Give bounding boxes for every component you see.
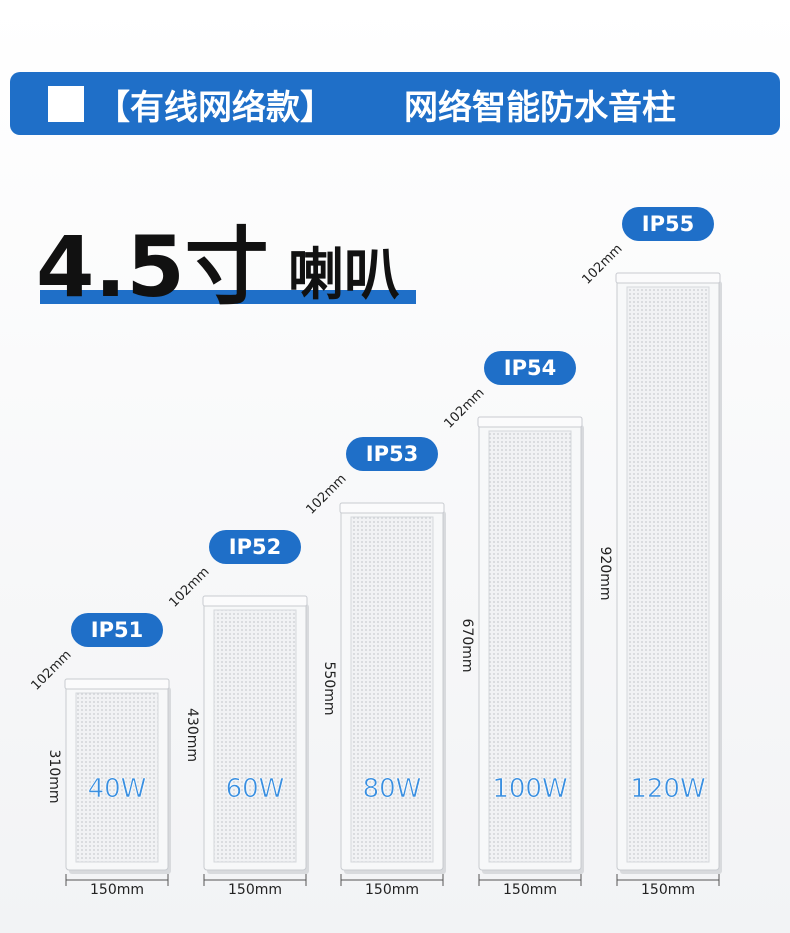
height-label: 920mm: [597, 547, 613, 601]
products: IP5140W310mm102mm150mmIP5260W430mm102mm1…: [28, 207, 722, 898]
power-label: 80W: [363, 774, 422, 804]
rating-badge: [209, 530, 301, 564]
power-label: 60W: [226, 774, 285, 804]
header-title: 【有线网络款】: [96, 88, 334, 128]
speaker-cap: [202, 595, 308, 607]
rating-label: IP54: [504, 356, 556, 380]
height-label: 430mm: [184, 708, 200, 762]
headline-word: 喇叭: [288, 243, 400, 308]
height-label: 550mm: [321, 662, 337, 716]
speaker-cap: [339, 502, 445, 514]
rating-badge: [622, 207, 714, 241]
speaker-cap: [477, 416, 583, 428]
speaker-grille: [213, 609, 297, 863]
speaker-cap: [615, 272, 721, 284]
speaker-grille: [75, 692, 159, 863]
headline-size: 4.5寸: [36, 218, 269, 316]
speaker-grille: [626, 286, 710, 863]
speaker-grille: [488, 430, 572, 863]
height-label: 310mm: [46, 750, 62, 804]
height-label: 670mm: [459, 619, 475, 673]
power-label: 100W: [492, 774, 567, 804]
width-label: 150mm: [641, 882, 695, 898]
headline-underline: [40, 290, 416, 304]
rating-label: IP51: [91, 618, 143, 642]
speaker-grille: [350, 516, 434, 863]
rating-badge: [346, 437, 438, 471]
rating-label: IP52: [229, 535, 281, 559]
header-subtitle: 网络智能防水音柱: [404, 88, 676, 128]
width-label: 150mm: [503, 882, 557, 898]
power-label: 120W: [630, 774, 705, 804]
width-label: 150mm: [228, 882, 282, 898]
rating-label: IP55: [642, 212, 694, 236]
width-label: 150mm: [365, 882, 419, 898]
header-bar: [10, 72, 780, 135]
rating-label: IP53: [366, 442, 418, 466]
speaker-cap: [64, 678, 170, 690]
rating-badge: [484, 351, 576, 385]
power-label: 40W: [88, 774, 147, 804]
header-square: [48, 86, 84, 122]
width-label: 150mm: [90, 882, 144, 898]
rating-badge: [71, 613, 163, 647]
